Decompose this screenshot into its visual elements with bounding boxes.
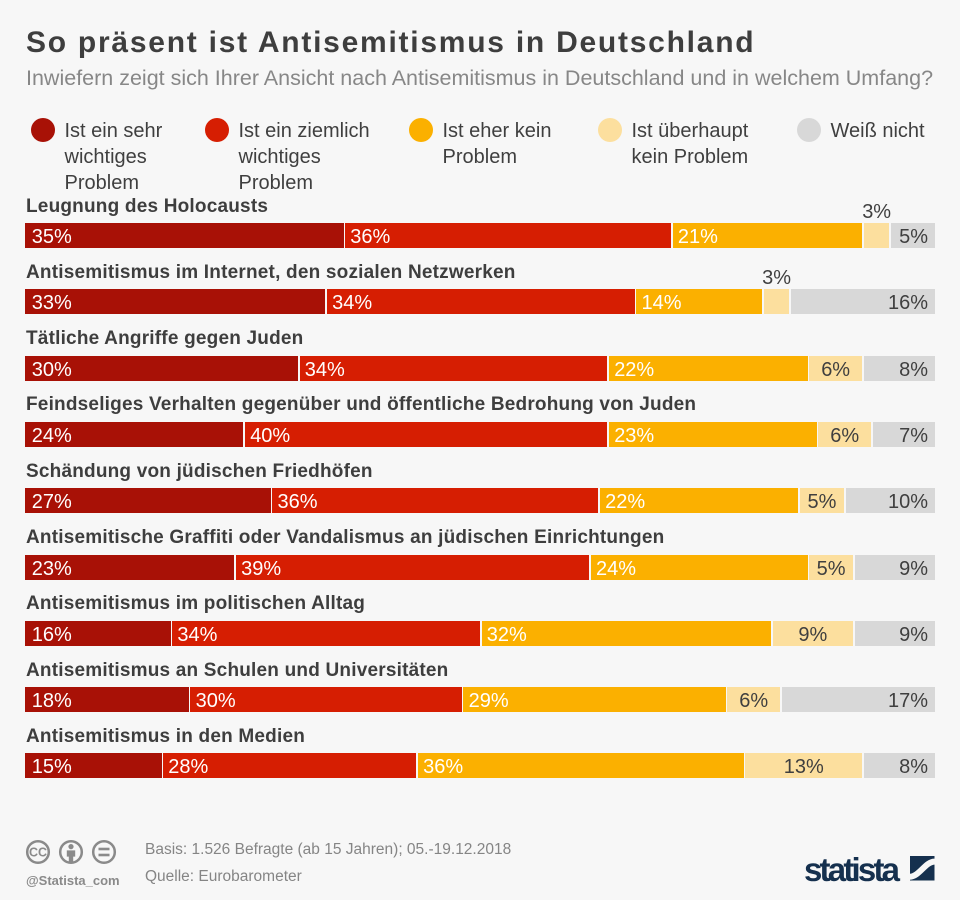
svg-text:statista: statista — [804, 851, 901, 886]
svg-text:CC: CC — [29, 845, 47, 859]
